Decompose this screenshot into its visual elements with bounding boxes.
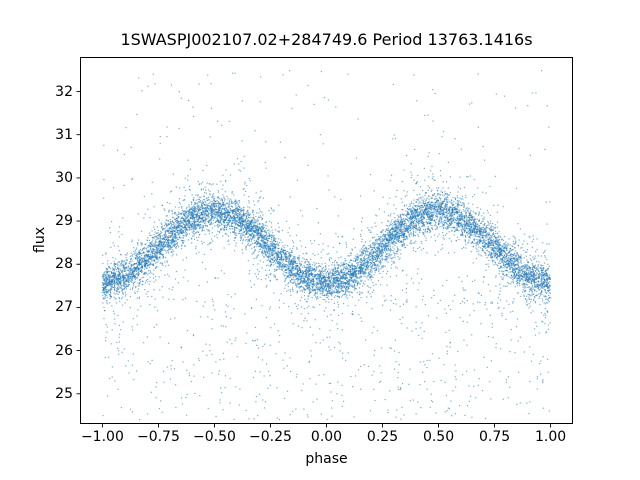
x-axis-label: phase <box>305 451 348 467</box>
y-tick-label: 30 <box>55 169 73 186</box>
x-tick-label: −1.00 <box>80 429 124 445</box>
y-tick-label: 27 <box>55 299 73 316</box>
y-axis-label: flux <box>32 227 48 253</box>
x-tick-label: 0.25 <box>366 429 399 445</box>
x-tick-label: 0.50 <box>422 429 455 445</box>
y-tick-label: 31 <box>55 126 73 143</box>
x-tick-label: 0.00 <box>310 429 343 445</box>
x-tick-label: 0.75 <box>478 429 511 445</box>
chart-title: 1SWASPJ002107.02+284749.6 Period 13763.1… <box>120 30 533 49</box>
x-tick-label: 1.00 <box>534 429 567 445</box>
y-tick-label: 32 <box>55 83 73 100</box>
x-tick-label: −0.50 <box>193 429 236 445</box>
y-tick-label: 26 <box>55 342 73 359</box>
y-tick-label: 25 <box>55 385 73 402</box>
y-tick-label: 28 <box>55 256 73 273</box>
y-tick-label: 29 <box>55 213 73 230</box>
x-tick-label: −0.75 <box>136 429 180 445</box>
plot-area <box>80 57 573 424</box>
x-tick-label: −0.25 <box>249 429 292 445</box>
